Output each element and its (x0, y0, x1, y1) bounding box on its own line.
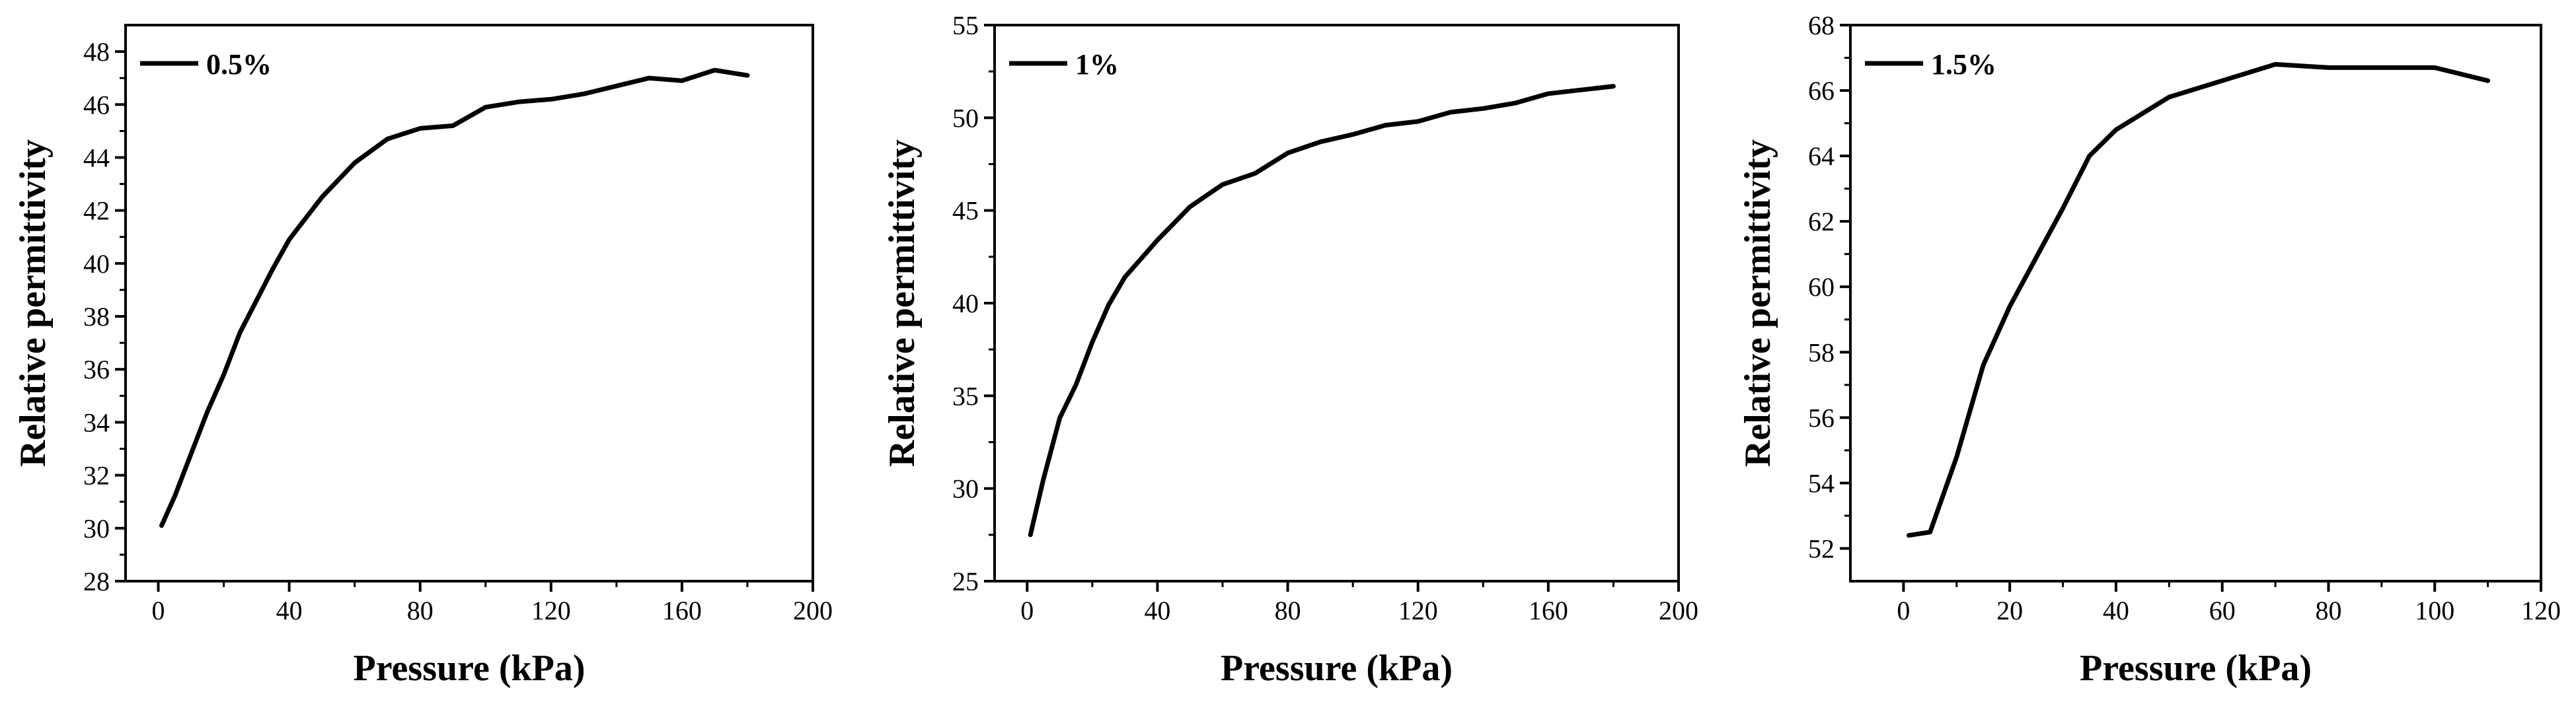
x-axis-title: Pressure (kPa) (354, 648, 586, 689)
x-tick-label: 160 (662, 596, 702, 625)
y-tick-label: 42 (83, 196, 110, 226)
y-axis-title: Relative permittivity (882, 139, 923, 467)
x-tick-label: 60 (2209, 596, 2236, 625)
y-tick-label: 52 (1808, 534, 1835, 563)
x-tick-label: 80 (407, 596, 434, 625)
y-axis-title: Relative permittivity (1737, 139, 1778, 467)
y-tick-label: 36 (83, 355, 110, 384)
y-tick-label: 34 (83, 407, 110, 437)
y-tick-label: 60 (1808, 272, 1835, 302)
y-tick-label: 48 (83, 37, 110, 67)
y-tick-label: 44 (83, 143, 110, 172)
y-tick-label: 32 (83, 461, 110, 491)
x-tick-label: 0 (1020, 596, 1034, 625)
x-tick-label: 80 (1275, 596, 1301, 625)
series-line-1 (1906, 61, 2491, 538)
y-tick-label: 38 (83, 302, 110, 332)
y-tick-label: 68 (1808, 11, 1835, 40)
x-tick-label: 120 (2521, 596, 2561, 625)
y-tick-label: 50 (952, 103, 979, 133)
x-tick-label: 40 (2103, 596, 2129, 625)
x-tick-label: 80 (2315, 596, 2341, 625)
x-tick-label: 0 (152, 596, 165, 625)
x-tick-label: 20 (1996, 596, 2023, 625)
y-tick-label: 25 (952, 567, 979, 596)
legend-label: 1.5% (1931, 48, 1996, 81)
chart-panel-2: 0 40 80 120 160 200 25 30 35 40 45 50 55 Pressure (kP… (882, 11, 1698, 689)
y-tick-label: 55 (952, 11, 979, 40)
x-tick-label: 120 (1398, 596, 1438, 625)
x-tick-label: 200 (1659, 596, 1698, 625)
legend-label: 1% (1075, 48, 1119, 81)
series-line-1 (159, 67, 750, 528)
legend-label: 0.5% (206, 48, 272, 81)
x-tick-label: 160 (1529, 596, 1568, 625)
panels: 0 40 80 120 160 2002830323436384042444648Pres… (13, 11, 2561, 689)
series-line-1 (1028, 84, 1616, 538)
x-tick-label: 100 (2415, 596, 2454, 625)
y-tick-label: 35 (952, 381, 979, 411)
y-tick-label: 40 (952, 289, 979, 318)
chart-panel-3: 0 20 40 60 80 100 120 52 54 56 58 60 62 64 66 68 Pressur… (1737, 11, 2561, 689)
y-tick-label: 64 (1808, 141, 1835, 171)
y-tick-label: 66 (1808, 76, 1835, 106)
y-tick-label: 54 (1808, 468, 1835, 498)
y-tick-label: 56 (1808, 403, 1835, 433)
x-tick-label: 40 (1144, 596, 1170, 625)
y-tick-label: 58 (1808, 337, 1835, 367)
y-tick-label: 45 (952, 196, 979, 226)
x-tick-label: 0 (1897, 596, 1910, 625)
y-tick-label: 40 (83, 249, 110, 279)
y-tick-label: 28 (83, 567, 110, 596)
y-axis-title: Relative permittivity (13, 139, 54, 467)
x-tick-label: 120 (531, 596, 571, 625)
y-tick-label: 30 (83, 514, 110, 544)
x-axis-title: Pressure (kPa) (1221, 648, 1453, 689)
plot-frame (124, 24, 814, 582)
plot-frame (1849, 24, 2542, 582)
chart-panel-1: 0 40 80 120 160 200 28 30 32 34 36 38 40 42 44 46 48 Pres… (13, 24, 833, 689)
x-axis-title: Pressure (kPa) (2080, 648, 2312, 689)
x-tick-label: 40 (276, 596, 303, 625)
y-tick-label: 62 (1808, 207, 1835, 236)
x-tick-label: 200 (793, 596, 833, 625)
y-tick-label: 30 (952, 474, 979, 504)
y-tick-label: 46 (83, 90, 110, 120)
